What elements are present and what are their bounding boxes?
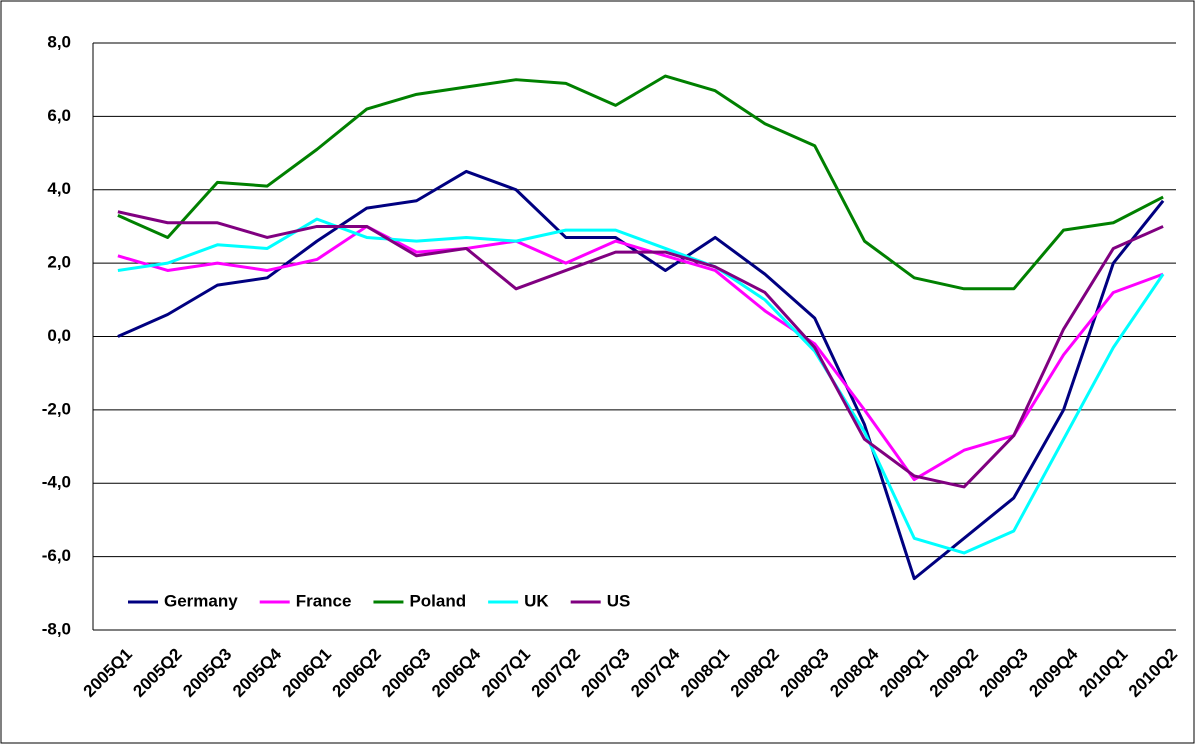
y-tick-label: -4,0 [42, 473, 71, 492]
y-tick-label: 4,0 [47, 179, 71, 198]
series-line [117, 210, 1164, 489]
legend-label: Poland [409, 591, 466, 610]
legend-label: France [296, 591, 352, 610]
y-tick-label: 6,0 [47, 106, 71, 125]
y-tick-label: 8,0 [47, 32, 71, 51]
legend-label: Germany [164, 591, 238, 610]
y-tick-label: 2,0 [47, 253, 71, 272]
y-tick-label: -8,0 [42, 619, 71, 638]
series-line [117, 217, 1165, 555]
series-line [117, 224, 1164, 482]
y-tick-label: -2,0 [42, 399, 71, 418]
legend-label: UK [524, 591, 549, 610]
y-tick-label: -6,0 [42, 546, 71, 565]
legend-label: US [607, 591, 631, 610]
series-line [117, 74, 1164, 291]
series-line [117, 169, 1165, 581]
y-tick-label: 0,0 [47, 326, 71, 345]
